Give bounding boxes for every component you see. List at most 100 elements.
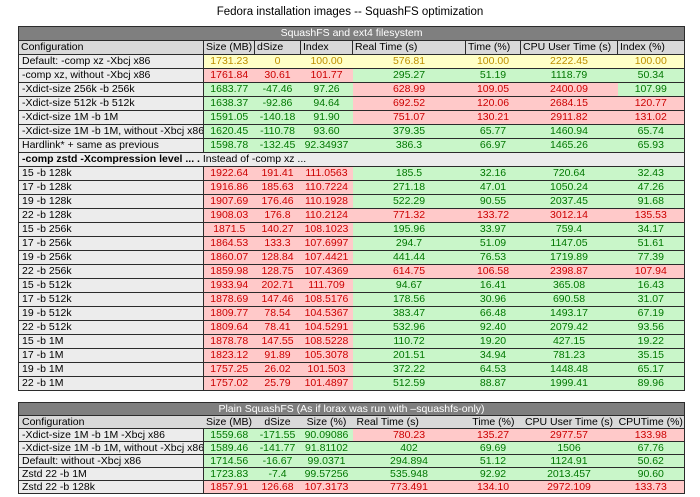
value-cell: 1809.64 [203,320,255,335]
table-row: 15 -b 128k 1922.64 191.41 111.0563 185.5 32.1… [18,166,685,181]
value-cell: 51.61 [617,236,685,251]
column-header: dSize [254,40,301,55]
value-cell: 1809.77 [203,306,255,321]
table-row: Zstd 22 -b 128k 1857.91 126.68 107.3173 773.… [18,480,685,494]
value-cell: 93.60 [300,124,353,139]
value-cell: 65.17 [617,362,685,377]
config-cell: 17 -b 128k [18,180,204,195]
value-cell: 3012.14 [520,208,618,223]
value-cell: 101.77 [300,68,353,83]
value-cell: 2079.42 [520,320,618,335]
value-cell: 720.64 [520,166,618,181]
table-row: 19 -b 256k 1860.07 128.84 107.4421 441.44 76.… [18,250,685,265]
value-cell: -140.18 [254,110,301,125]
table-row: 15 -b 512k 1933.94 202.71 111.709 94.67 16.41… [18,278,685,293]
value-cell: 512.59 [352,376,466,391]
value-cell: 2684.15 [520,96,618,111]
table-title: SquashFS and ext4 filesystem [17,26,686,41]
value-cell: 1757.25 [203,362,255,377]
value-cell: 91.90 [300,110,353,125]
value-cell: 147.46 [254,292,301,307]
value-cell: 105.3078 [300,348,353,363]
value-cell: 51.19 [465,68,521,83]
config-cell: 17 -b 256k [18,236,204,251]
value-cell: 1506 [520,441,618,455]
value-cell: 2037.45 [520,194,618,209]
value-cell: 110.7224 [300,180,353,195]
value-cell: 50.34 [617,68,685,83]
value-cell: 1683.77 [203,82,255,97]
value-cell: 51.12 [465,454,521,468]
table-row: 17 -b 1M 1823.12 91.89 105.3078 201.51 34.94 7… [18,348,685,363]
config-cell: 22 -b 1M [18,376,204,391]
value-cell: 110.72 [352,334,466,349]
value-cell: 33.97 [465,222,521,237]
table-title-row: Plain SquashFS (As if lorax was run with… [18,402,685,416]
value-cell: 372.22 [352,362,466,377]
value-cell: 26.02 [254,362,301,377]
value-cell: 202.71 [254,278,301,293]
value-cell: -171.55 [254,428,301,442]
value-cell: 25.79 [254,376,301,391]
column-header: Size (%) [300,415,353,429]
table-row: -Xdict-size 1M -b 1M 1591.05 -140.18 91.90 7… [18,110,685,125]
column-header: Time (%) [465,40,521,55]
value-cell: 133.72 [465,208,521,223]
table-row: -Xdict-size 1M -b 1M -Xbcj x86 1559.68 -17… [18,428,685,442]
value-cell: -47.46 [254,82,301,97]
value-cell: 1933.94 [203,278,255,293]
value-cell: 2398.87 [520,264,618,279]
value-cell: 576.81 [352,54,466,69]
value-cell: 1559.68 [203,428,255,442]
value-cell: 106.58 [465,264,521,279]
table-body: -Xdict-size 1M -b 1M -Xbcj x86 1559.68 -17… [18,428,685,494]
value-cell: 1878.69 [203,292,255,307]
config-cell: 22 -b 128k [18,208,204,223]
value-cell: 66.97 [465,138,521,153]
value-cell: 93.56 [617,320,685,335]
value-cell: 128.84 [254,250,301,265]
column-header: Time (%) [465,415,521,429]
config-cell: Zstd 22 -b 128k [18,480,204,494]
value-cell: 1620.45 [203,124,255,139]
config-cell: 15 -b 128k [18,166,204,181]
table-row: Default: -comp xz -Xbcj x86 1731.23 0 100.0… [18,54,685,69]
value-cell: 365.08 [520,278,618,293]
value-cell: -141.77 [254,441,301,455]
value-cell: 1907.69 [203,194,255,209]
value-cell: 176.8 [254,208,301,223]
column-header: Configuration [18,415,204,429]
config-cell: -Xdict-size 1M -b 1M, without -Xbcj x86 [18,124,204,139]
value-cell: 1999.41 [520,376,618,391]
value-cell: 30.96 [465,292,521,307]
table-row: -Xdict-size 512k -b 512k 1638.37 -92.86 94.… [18,96,685,111]
value-cell: 692.52 [352,96,466,111]
value-cell: 101.503 [300,362,353,377]
value-cell: 2911.82 [520,110,618,125]
table-row: 17 -b 512k 1878.69 147.46 108.5176 178.56 30.… [18,292,685,307]
value-cell: 110.2124 [300,208,353,223]
value-cell: 614.75 [352,264,466,279]
value-cell: 1761.84 [203,68,255,83]
value-cell: 120.77 [617,96,685,111]
value-cell: 108.5176 [300,292,353,307]
value-cell: 1859.98 [203,264,255,279]
value-cell: 379.35 [352,124,466,139]
value-cell: 2222.45 [520,54,618,69]
value-cell: 110.1928 [300,194,353,209]
config-cell: 19 -b 512k [18,306,204,321]
value-cell: 147.55 [254,334,301,349]
value-cell: 66.48 [465,306,521,321]
config-cell: -Xdict-size 1M -b 1M [18,110,204,125]
column-header: Size (MB) [203,40,255,55]
value-cell: 2013.457 [520,467,618,481]
header-row: Configuration Size (MB) dSize Size (%) Real … [18,415,685,429]
config-cell: 19 -b 1M [18,362,204,377]
column-header: Size (MB) [203,415,255,429]
value-cell: 1638.37 [203,96,255,111]
value-cell: 88.87 [465,376,521,391]
value-cell: 1860.07 [203,250,255,265]
value-cell: 128.75 [254,264,301,279]
table-row: -Xdict-size 1M -b 1M, without -Xbcj x86 1… [18,441,685,455]
table-row: 15 -b 256k 1871.5 140.27 108.1023 195.96 33.9… [18,222,685,237]
